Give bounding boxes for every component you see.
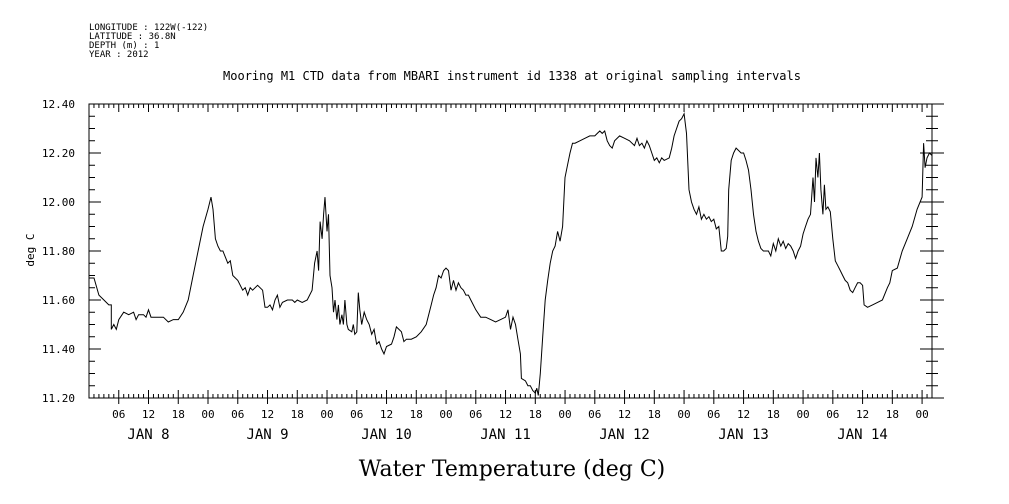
x-tick-label: 18: [172, 408, 185, 421]
x-axis: 06 12 18 00 06 12 18 00 06 12 18 00 06 12 18 00 06 12 18 00…: [93, 104, 929, 443]
x-tick-label: 12: [618, 408, 631, 421]
plot-frame: [88, 103, 933, 399]
x-tick-label: 18: [886, 408, 899, 421]
y-axis-label: deg C: [24, 233, 37, 266]
y-tick-label: 11.40: [42, 343, 75, 356]
x-tick-label: 12: [499, 408, 512, 421]
x-tick-label: 18: [410, 408, 423, 421]
x-tick-label: 12: [856, 408, 869, 421]
x-tick-label: 00: [558, 408, 571, 421]
x-tick-label: 18: [648, 408, 661, 421]
y-axis: 11.20 11.40 11.60 11.80 12.00 12.20 12.40: [42, 98, 944, 405]
x-tick-label: 00: [915, 408, 928, 421]
x-tick-label: 06: [469, 408, 482, 421]
temperature-series-line: [89, 112, 933, 396]
x-tick-label: 12: [737, 408, 750, 421]
x-tick-label: 00: [796, 408, 809, 421]
x-tick-label: 06: [350, 408, 363, 421]
x-day-label: JAN 10: [361, 427, 412, 443]
x-tick-label: 00: [439, 408, 452, 421]
y-tick-label: 11.20: [42, 392, 75, 405]
x-tick-label: 00: [320, 408, 333, 421]
x-tick-label: 06: [588, 408, 601, 421]
metadata-line: LONGITUDE : 122W(-122): [89, 23, 208, 33]
chart-title: Mooring M1 CTD data from MBARI instrumen…: [223, 69, 801, 83]
x-tick-label: 00: [201, 408, 214, 421]
station-metadata: LONGITUDE : 122W(-122)LATITUDE : 36.8NDE…: [89, 23, 208, 60]
x-tick-label: 12: [380, 408, 393, 421]
x-day-label: JAN 9: [246, 427, 288, 443]
y-tick-label: 11.80: [42, 245, 75, 258]
x-tick-label: 06: [826, 408, 839, 421]
metadata-line: YEAR : 2012: [89, 50, 149, 60]
y-tick-label: 11.60: [42, 294, 75, 307]
metadata-line: LATITUDE : 36.8N: [89, 32, 176, 42]
x-day-label: JAN 11: [480, 427, 531, 443]
x-tick-label: 06: [231, 408, 244, 421]
x-tick-label: 18: [767, 408, 780, 421]
x-tick-label: 06: [707, 408, 720, 421]
x-day-label: JAN 13: [718, 427, 769, 443]
x-axis-label: Water Temperature (deg C): [359, 457, 666, 482]
y-tick-label: 12.40: [42, 98, 75, 111]
x-day-label: JAN 14: [837, 427, 888, 443]
x-tick-label: 06: [112, 408, 125, 421]
x-tick-label: 12: [261, 408, 274, 421]
x-tick-label: 18: [529, 408, 542, 421]
y-tick-label: 12.00: [42, 196, 75, 209]
x-tick-label: 00: [677, 408, 690, 421]
x-day-label: JAN 8: [127, 427, 169, 443]
y-tick-label: 12.20: [42, 147, 75, 160]
x-day-label: JAN 12: [599, 427, 650, 443]
x-tick-label: 12: [142, 408, 155, 421]
x-tick-label: 18: [291, 408, 304, 421]
metadata-line: DEPTH (m) : 1: [89, 41, 159, 51]
